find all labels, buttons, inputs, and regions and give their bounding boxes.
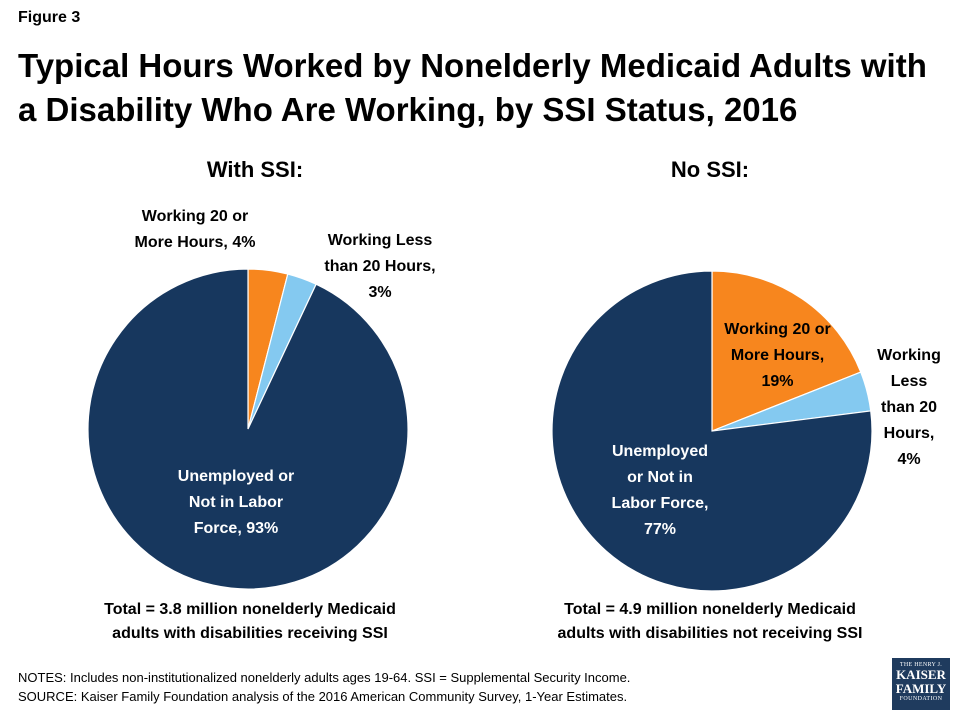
kff-logo: THE HENRY J. KAISER FAMILY FOUNDATION (892, 658, 950, 710)
label-line: Not in Labor (188, 494, 284, 511)
logo-line: KAISER (896, 667, 946, 682)
logo-line: THE HENRY J. (899, 662, 943, 668)
label-line: 77% (643, 521, 677, 538)
logo-line: FOUNDATION (899, 696, 943, 702)
notes-line: NOTES: Includes non-institutionalized no… (18, 670, 631, 685)
label-no-ssi-unemployed: Unemployed or Not in Labor Force, 77% (595, 439, 725, 543)
label-line: than 20 (880, 399, 937, 416)
total-note-with-ssi: Total = 3.8 million nonelderly Medicaid … (40, 598, 460, 646)
label-line: Force, 93% (193, 520, 279, 537)
label-line: Working 20 or (141, 208, 249, 225)
chart-title-with-ssi: With SSI: (206, 157, 304, 182)
label-line: Unemployed or (177, 468, 295, 485)
label-no-ssi-working-20-plus: Working 20 or More Hours, 19% (705, 317, 850, 395)
label-no-ssi-working-less-20: Working Less than 20 Hours, 4% (866, 343, 952, 473)
label-line: Hours, (883, 425, 935, 442)
notes: NOTES: Includes non-institutionalized no… (18, 668, 630, 706)
pie-no-ssi (551, 270, 873, 592)
label-line: Working 20 or (724, 321, 831, 338)
total-line: Total = 3.8 million nonelderly Medicaid (104, 601, 396, 618)
total-line: adults with disabilities receiving SSI (112, 625, 388, 642)
total-note-no-ssi: Total = 4.9 million nonelderly Medicaid … (495, 598, 925, 646)
pie-slice-unemployed (87, 268, 409, 590)
label-line: 4% (897, 451, 921, 468)
chart-title-no-ssi: No SSI: (670, 157, 750, 182)
label-line: More Hours, 4% (134, 234, 256, 251)
label-line: 3% (368, 284, 392, 301)
label-with-ssi-working-less-20: Working Less than 20 Hours, 3% (305, 228, 455, 306)
label-line: More Hours, (730, 347, 825, 364)
total-line: adults with disabilities not receiving S… (557, 625, 863, 642)
pie-slice-working-20-plus (711, 270, 862, 432)
label-line: 19% (761, 373, 794, 390)
title-line-2: a Disability Who Are Working, by SSI Sta… (18, 91, 798, 128)
label-line: Unemployed (611, 443, 708, 460)
label-with-ssi-working-20-plus: Working 20 or More Hours, 4% (105, 204, 285, 256)
label-line: Working (877, 347, 941, 364)
page-title: Typical Hours Worked by Nonelderly Medic… (18, 44, 948, 132)
label-line: Labor Force, (611, 495, 709, 512)
label-with-ssi-unemployed: Unemployed or Not in Labor Force, 93% (156, 464, 316, 542)
label-line: Less (890, 373, 928, 390)
label-line: Working Less (327, 232, 433, 249)
pie-slice-unemployed (551, 270, 873, 592)
pie-with-ssi (87, 268, 409, 590)
label-line: than 20 Hours, (324, 258, 436, 275)
source-line: SOURCE: Kaiser Family Foundation analysi… (18, 689, 628, 704)
figure-label: Figure 3 (18, 9, 81, 26)
title-line-1: Typical Hours Worked by Nonelderly Medic… (18, 47, 927, 84)
total-line: Total = 4.9 million nonelderly Medicaid (564, 601, 856, 618)
logo-line: FAMILY (895, 681, 947, 696)
label-line: or Not in (627, 469, 693, 486)
